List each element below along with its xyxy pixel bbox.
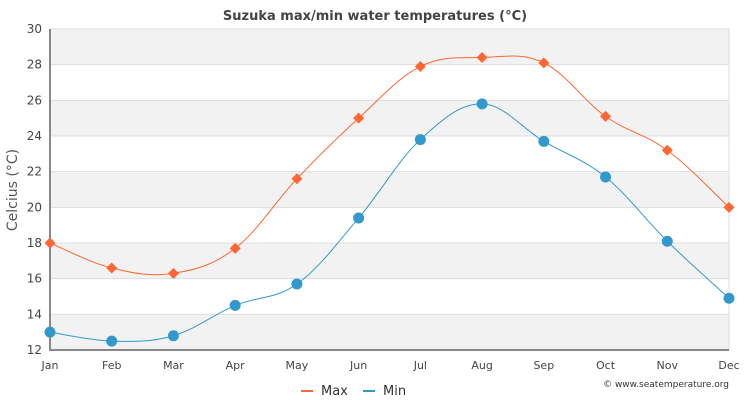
x-tick-label: Jun [349, 359, 367, 372]
x-tick-label: Dec [718, 359, 739, 372]
data-point-max [414, 60, 426, 72]
y-tick-label: 20 [27, 200, 42, 214]
data-point-min [106, 335, 118, 347]
legend-label-min: Min [383, 384, 406, 399]
y-tick-label: 16 [27, 272, 42, 286]
plot-band [50, 29, 729, 65]
plot-bands [50, 29, 729, 350]
series-line-min [49, 103, 730, 342]
data-point-max [723, 201, 735, 213]
credit-text: © www.seatemperature.org [603, 380, 729, 390]
x-tick-label: Aug [471, 359, 492, 372]
x-tick-label: Jul [413, 359, 427, 372]
data-point-min [291, 278, 303, 290]
data-point-min [661, 235, 673, 247]
y-tick-label: 24 [27, 129, 42, 143]
plot-band [50, 243, 729, 279]
x-tick-label: Nov [657, 359, 679, 372]
x-tick-label: Feb [102, 359, 121, 372]
data-point-min [353, 212, 365, 224]
x-axis-ticks: Jan Feb Mar Apr May Jun Jul Aug Sep Oct Nov Dec [41, 359, 740, 372]
data-point-max [661, 144, 673, 156]
data-point-max [44, 237, 56, 249]
plot-band [50, 314, 729, 350]
y-tick-label: 18 [27, 236, 42, 250]
data-point-min [476, 98, 488, 110]
data-point-max [600, 110, 612, 122]
data-point-min [229, 299, 241, 311]
y-tick-label: 26 [27, 93, 42, 107]
series-markers [44, 52, 735, 347]
series-line-max [49, 55, 730, 276]
data-point-min [600, 171, 612, 183]
data-point-max [106, 262, 118, 274]
y-tick-label: 28 [27, 58, 42, 72]
legend-label-max: Max [321, 384, 348, 399]
y-tick-label: 30 [27, 22, 42, 36]
y-tick-label: 12 [27, 343, 42, 357]
data-point-max [167, 267, 179, 279]
x-tick-label: Oct [596, 359, 616, 372]
data-point-max [229, 242, 241, 254]
data-point-max [353, 112, 365, 124]
data-point-min [538, 135, 550, 147]
y-tick-label: 14 [27, 307, 42, 321]
y-axis-label: Celcius (°C) [5, 149, 21, 231]
data-point-min [414, 134, 426, 146]
plot-band [50, 100, 729, 136]
legend: Max Min [301, 384, 406, 399]
y-tick-label: 22 [27, 165, 42, 179]
x-tick-label: May [286, 359, 309, 372]
chart-title: Suzuka max/min water temperatures (°C) [223, 9, 527, 24]
data-point-min [723, 292, 735, 304]
data-point-min [44, 326, 56, 338]
x-tick-label: Mar [163, 359, 184, 372]
x-tick-label: Sep [533, 359, 554, 372]
x-tick-label: Jan [41, 359, 59, 372]
x-tick-label: Apr [226, 359, 246, 372]
data-point-max [476, 52, 488, 64]
data-point-max [291, 173, 303, 185]
data-point-max [538, 57, 550, 69]
y-axis-ticks: 12 14 16 18 20 22 24 26 28 30 [27, 22, 42, 357]
data-point-min [167, 330, 179, 342]
